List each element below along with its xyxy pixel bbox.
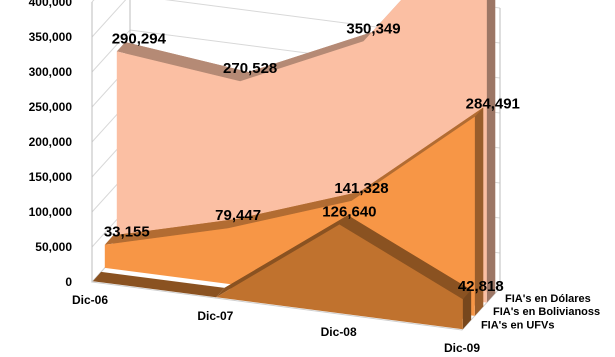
data-label-fia-s-en-bolivianoss-dic-09: 284,491 [466,96,520,113]
y-axis-tick-labels: 0 50,000 100,000 150,000 200,000 250,000 300,0… [29,0,73,289]
series-top-fia-s-en-ufvs-0 [92,271,225,298]
data-label-fia-s-en-bolivianoss-dic-07: 79,447 [215,207,261,224]
data-label-fia-s-en-ufvs-dic-08: 126,640 [322,204,376,221]
data-label-fia-s-en-d-lares-dic-08: 350,349 [346,20,400,37]
series-top-fia-s-en-d-lares-1 [240,32,372,82]
series-end-fia-s-en-d-lares [486,0,496,303]
data-label-fia-s-en-d-lares-dic-06: 290,294 [112,30,167,47]
series-fia-s-en-ufvs [92,215,472,330]
series-axis-label-fia-s-en-ufvs: FIA's en UFVs [481,320,555,332]
data-label-fia-s-en-d-lares-dic-07: 270,528 [223,60,277,77]
y-tick-label-2: 100,000 [29,205,73,219]
data-label-fia-s-en-bolivianoss-dic-06: 33,155 [104,224,150,241]
series-top-fia-s-en-ufvs-1 [216,215,348,298]
x-tick-label-dic-09: Dic-09 [444,341,480,352]
x-tick-label-dic-06: Dic-06 [72,293,108,307]
y-tick-label-0: 0 [65,275,72,289]
y-tick-label-8: 400,000 [29,0,73,9]
y-tick-label-5: 250,000 [29,100,73,114]
data-label-fia-s-en-bolivianoss-dic-08: 141,328 [334,180,388,197]
series-top-fia-s-en-bolivianoss-1 [228,191,360,229]
y-tick-label-3: 150,000 [29,170,73,184]
data-label-fia-s-en-ufvs-dic-09: 42,818 [458,278,504,295]
series-top-fia-s-en-bolivianoss-2 [351,107,484,201]
area-series-layer [92,0,496,330]
data-labels: 290,294270,528350,349566,36433,15579,447… [104,20,520,295]
y-tick-label-4: 200,000 [29,135,73,149]
x-tick-label-dic-08: Dic-08 [321,325,357,339]
series-axis-label-fia-s-en-d-lares: FIA's en Dólares [505,293,591,305]
series-end-fia-s-en-bolivianoss [474,107,484,316]
y-tick-label-7: 350,000 [29,30,73,44]
series-front-face-fia-s-en-ufvs [92,224,463,330]
y-tick-label-1: 50,000 [35,240,72,254]
series-top-fia-s-en-ufvs-2 [339,215,472,300]
series-axis-label-fia-s-en-bolivianoss: FIA's en Bolivianoss [493,306,600,318]
series-top-fia-s-en-bolivianoss-0 [104,219,237,245]
series-end-fia-s-en-ufvs [462,289,472,330]
series-top-fia-s-en-d-lares-0 [116,42,249,82]
y-tick-label-6: 300,000 [29,65,73,79]
x-tick-label-dic-07: Dic-07 [197,309,233,323]
